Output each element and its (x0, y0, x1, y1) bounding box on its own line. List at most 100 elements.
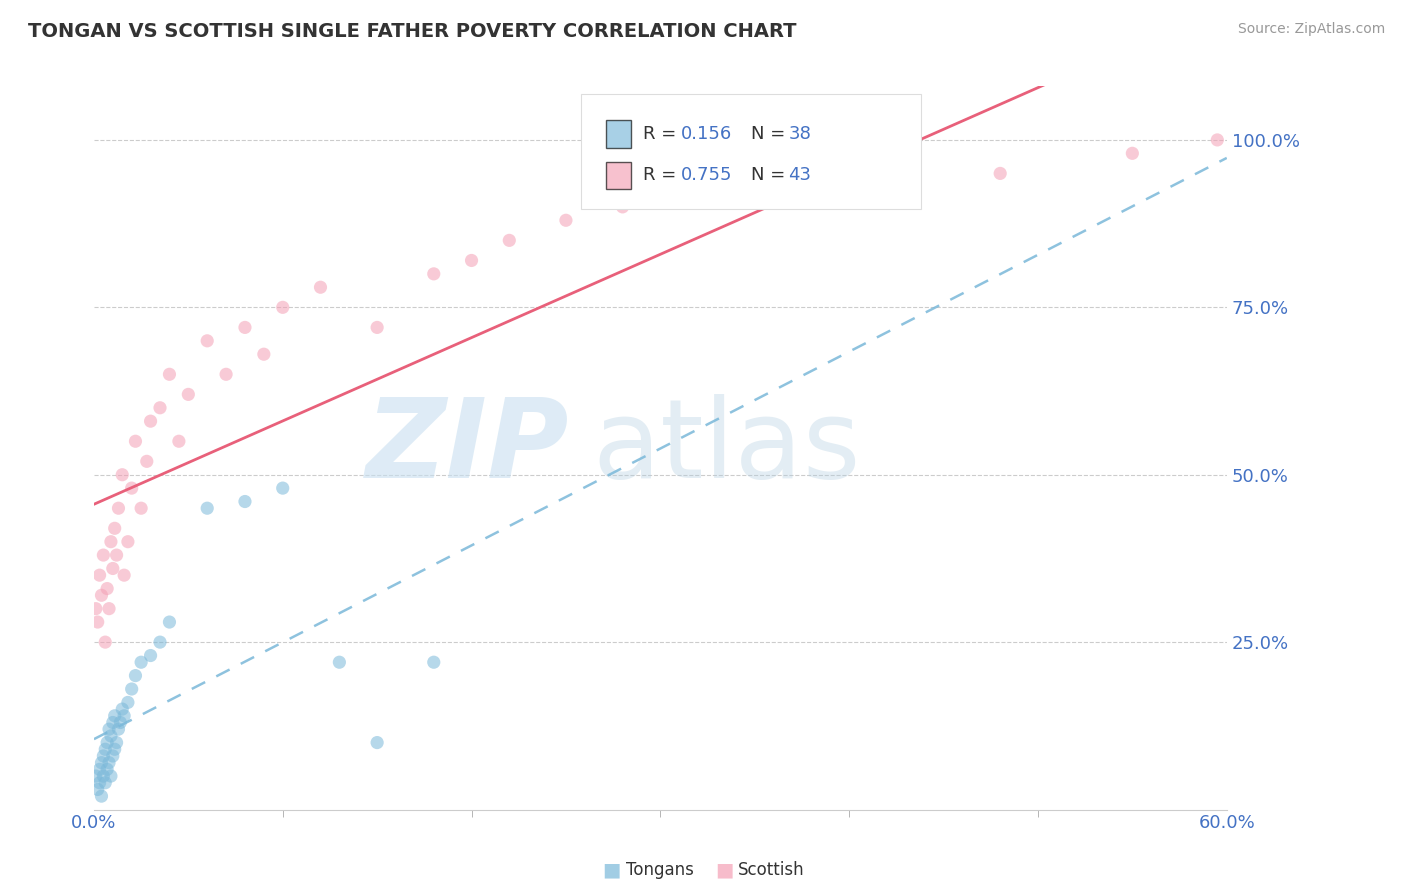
Point (135, 454, 157, 468)
Point (98, 722, 121, 736)
Point (86, 615, 108, 629)
Point (104, 708, 127, 723)
Point (84, 601, 107, 615)
Point (117, 534, 139, 549)
Text: N =: N = (751, 166, 792, 185)
Point (233, 494, 256, 508)
Point (159, 615, 181, 629)
Text: Source: ZipAtlas.com: Source: ZipAtlas.com (1237, 22, 1385, 37)
Point (86, 782, 108, 797)
Point (107, 722, 129, 736)
Point (121, 681, 143, 696)
Point (423, 655, 446, 669)
Point (101, 715, 124, 730)
Point (1206, 133, 1229, 147)
Point (121, 481, 143, 495)
Point (688, 186, 710, 201)
Point (149, 401, 172, 415)
Point (90, 588, 112, 602)
Point (90, 756, 112, 770)
Point (612, 200, 634, 214)
Text: ■: ■ (714, 860, 734, 880)
Point (271, 481, 294, 495)
Point (1121, 146, 1143, 161)
Point (195, 501, 218, 516)
Point (94, 742, 117, 756)
Point (104, 521, 127, 535)
Point (90, 789, 112, 804)
Point (96, 735, 118, 749)
Point (112, 708, 135, 723)
Point (139, 648, 162, 663)
Point (498, 233, 520, 247)
Point (460, 253, 482, 268)
Point (104, 742, 127, 756)
Point (107, 501, 129, 516)
Point (100, 769, 122, 783)
Point (112, 568, 135, 582)
FancyBboxPatch shape (581, 94, 921, 210)
Point (233, 320, 256, 334)
Point (253, 347, 276, 361)
Point (100, 534, 122, 549)
Point (96, 763, 118, 777)
Point (215, 368, 238, 382)
Text: 43: 43 (789, 166, 811, 185)
Point (159, 368, 181, 382)
Point (96, 582, 118, 596)
Point (177, 387, 200, 401)
Point (101, 749, 124, 764)
Point (117, 695, 139, 709)
Point (111, 702, 134, 716)
Point (94, 635, 117, 649)
Text: atlas: atlas (592, 394, 860, 501)
Point (423, 267, 446, 281)
Text: Scottish: Scottish (738, 861, 804, 879)
Point (110, 715, 132, 730)
Point (89, 568, 111, 582)
Point (105, 548, 128, 562)
Point (555, 213, 578, 227)
Point (167, 434, 190, 449)
Text: 38: 38 (789, 125, 811, 143)
Text: 0.755: 0.755 (681, 166, 733, 185)
Point (129, 655, 152, 669)
Point (105, 735, 128, 749)
Text: 0.156: 0.156 (681, 125, 733, 143)
Point (195, 334, 218, 348)
Point (93, 548, 115, 562)
Point (129, 501, 152, 516)
Point (988, 166, 1011, 180)
Point (101, 561, 124, 575)
Point (366, 735, 388, 749)
FancyBboxPatch shape (606, 161, 631, 189)
Point (149, 635, 172, 649)
Point (93, 769, 115, 783)
Point (800, 166, 823, 180)
Point (271, 301, 294, 315)
Point (98, 601, 121, 615)
Text: ZIP: ZIP (366, 394, 569, 501)
Point (100, 729, 122, 743)
Point (139, 414, 162, 428)
Point (89, 776, 111, 790)
Text: R =: R = (644, 166, 682, 185)
Text: Tongans: Tongans (626, 861, 693, 879)
Point (124, 668, 146, 682)
Text: ■: ■ (602, 860, 621, 880)
Point (328, 655, 350, 669)
Point (309, 280, 332, 294)
Point (366, 320, 388, 334)
Point (89, 763, 111, 777)
Point (111, 467, 134, 482)
Point (84, 769, 107, 783)
Point (94, 776, 117, 790)
Point (124, 434, 146, 449)
Point (876, 146, 898, 161)
FancyBboxPatch shape (606, 120, 631, 148)
Point (93, 749, 115, 764)
Point (98, 756, 121, 770)
Text: N =: N = (751, 125, 792, 143)
Text: TONGAN VS SCOTTISH SINGLE FATHER POVERTY CORRELATION CHART: TONGAN VS SCOTTISH SINGLE FATHER POVERTY… (28, 22, 797, 41)
Text: R =: R = (644, 125, 682, 143)
